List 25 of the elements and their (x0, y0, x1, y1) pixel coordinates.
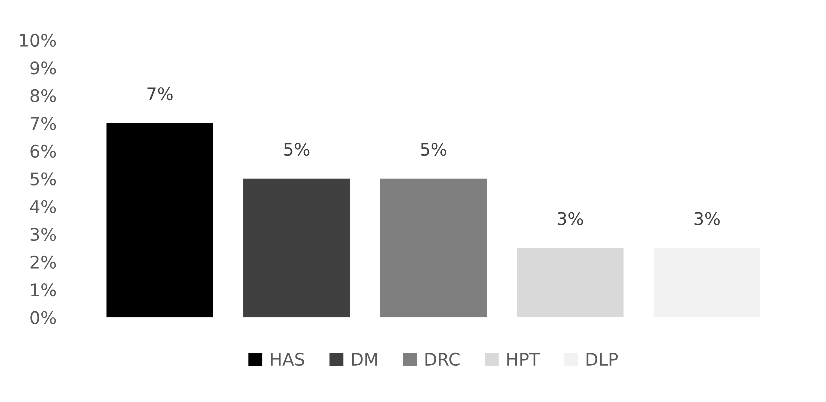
data-label: 7% (148, 87, 173, 101)
y-tick-label: 10% (20, 34, 56, 48)
data-label: 3% (694, 212, 720, 226)
y-tick-label: 6% (30, 144, 56, 158)
y-tick-label: 5% (30, 172, 56, 186)
bar (106, 123, 214, 318)
legend-label: DLP (586, 353, 618, 366)
y-tick-label: 2% (30, 256, 56, 269)
legend-label: HPT (508, 353, 540, 366)
y-tick-label: 0% (30, 311, 56, 324)
y-tick-label: 1% (31, 284, 56, 297)
bar (380, 178, 487, 318)
y-tick-label: 9% (30, 62, 56, 75)
y-tick-label: 3% (30, 228, 56, 242)
y-tick-label: 7% (30, 117, 56, 130)
y-tick-label: 4% (30, 200, 56, 214)
data-label: 3% (558, 212, 584, 226)
bar (517, 248, 624, 318)
bar (244, 178, 350, 318)
y-tick-label: 8% (30, 89, 56, 103)
legend-label: DM (352, 353, 378, 366)
legend-label: HAS (271, 352, 304, 366)
data-label: 5% (421, 142, 446, 156)
data-label: 5% (284, 142, 310, 156)
legend-label: DRC (426, 352, 460, 366)
